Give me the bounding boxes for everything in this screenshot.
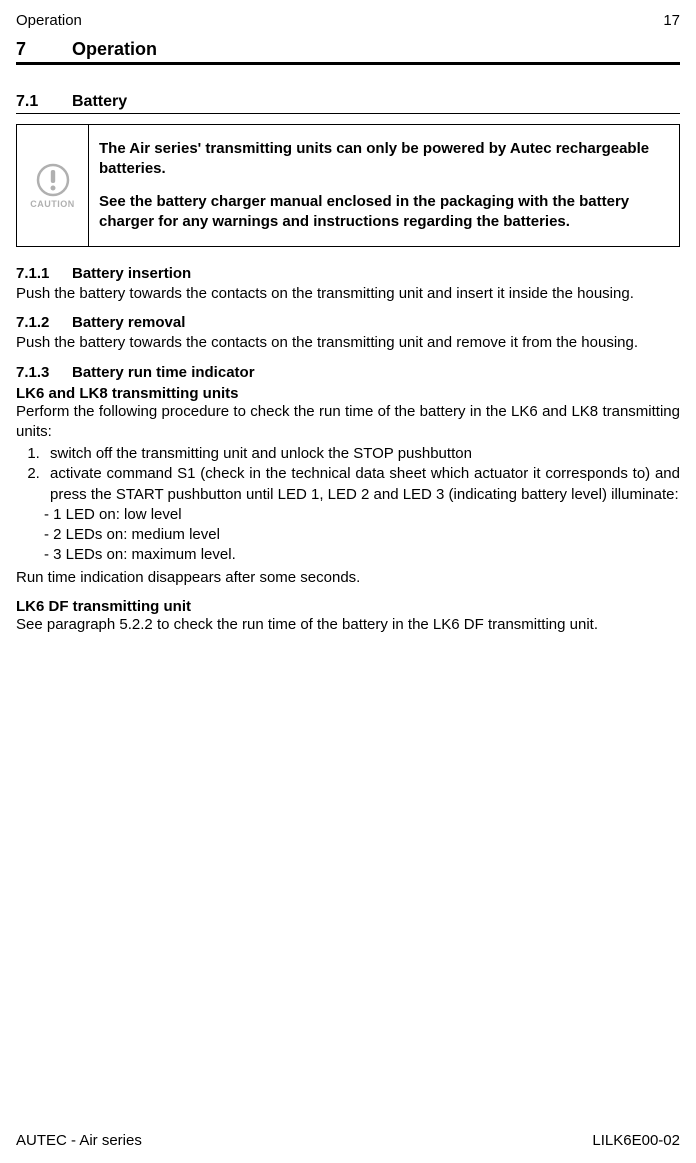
page-footer: AUTEC - Air series LILK6E00-02: [16, 1132, 680, 1149]
lk6df-subtitle: LK6 DF transmitting unit: [16, 598, 680, 615]
heading-7-number: 7: [16, 39, 72, 60]
caution-box: CAUTION The Air series' transmitting uni…: [16, 124, 680, 247]
page-header: Operation 17: [16, 12, 680, 29]
footer-right: LILK6E00-02: [592, 1132, 680, 1149]
caution-text: The Air series' transmitting units can o…: [89, 125, 679, 246]
page: Operation 17 7 Operation 7.1 Battery CAU…: [0, 0, 696, 1163]
led-list: 1 LED on: low level 2 LEDs on: medium le…: [44, 505, 680, 566]
caution-icon: [36, 163, 70, 197]
heading-7-1-3: 7.1.3 Battery run time indicator: [16, 364, 680, 381]
procedure-step-2-text: activate command S1 (check in the techni…: [50, 465, 680, 502]
lk6df-body: See paragraph 5.2.2 to check the run tim…: [16, 615, 680, 635]
heading-7-1-1-title: Battery insertion: [72, 265, 191, 282]
caution-label: CAUTION: [30, 199, 75, 209]
heading-7-1-3-title: Battery run time indicator: [72, 364, 255, 381]
caution-paragraph-2: See the battery charger manual enclosed …: [99, 192, 669, 233]
led-level-1: 1 LED on: low level: [44, 505, 680, 525]
procedure-step-2: activate command S1 (check in the techni…: [44, 464, 680, 565]
heading-7-1-number: 7.1: [16, 93, 72, 111]
heading-7-1-2-number: 7.1.2: [16, 314, 72, 331]
heading-7-1-title: Battery: [72, 93, 127, 111]
led-level-3: 3 LEDs on: maximum level.: [44, 545, 680, 565]
heading-7-1-2: 7.1.2 Battery removal: [16, 314, 680, 331]
heading-7: 7 Operation: [16, 39, 680, 65]
procedure-list: switch off the transmitting unit and unl…: [16, 444, 680, 566]
section-7-1-2-body: Push the battery towards the contacts on…: [16, 333, 680, 353]
section-7-1-1-body: Push the battery towards the contacts on…: [16, 284, 680, 304]
caution-paragraph-1: The Air series' transmitting units can o…: [99, 139, 669, 180]
heading-7-1-2-title: Battery removal: [72, 314, 185, 331]
procedure-step-1: switch off the transmitting unit and unl…: [44, 444, 680, 464]
caution-icon-cell: CAUTION: [17, 125, 89, 246]
lk6-lk8-intro: Perform the following procedure to check…: [16, 402, 680, 443]
lk6-lk8-subtitle: LK6 and LK8 transmitting units: [16, 385, 680, 402]
heading-7-1-3-number: 7.1.3: [16, 364, 72, 381]
heading-7-title: Operation: [72, 39, 157, 60]
header-section-name: Operation: [16, 12, 82, 29]
heading-7-1-1: 7.1.1 Battery insertion: [16, 265, 680, 282]
header-page-number: 17: [663, 12, 680, 29]
footer-left: AUTEC - Air series: [16, 1132, 142, 1149]
heading-7-1-1-number: 7.1.1: [16, 265, 72, 282]
heading-7-1: 7.1 Battery: [16, 93, 680, 114]
led-level-2: 2 LEDs on: medium level: [44, 525, 680, 545]
runtime-note: Run time indication disappears after som…: [16, 568, 680, 588]
